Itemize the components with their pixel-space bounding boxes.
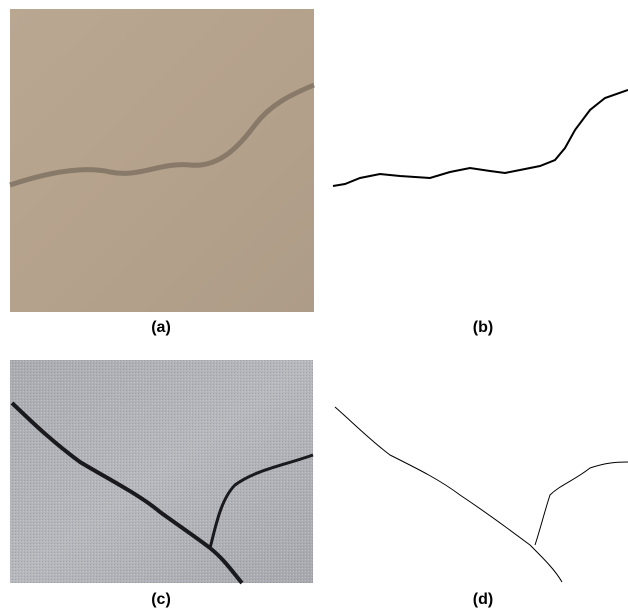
page: (a) (b) (c) (d) (() => { const data = JS… [0, 0, 628, 608]
panel-b: (b) [333, 90, 628, 336]
figure: (a) (b) (c) (d) [0, 0, 628, 608]
panel-c: (c) [10, 360, 313, 608]
panel-label: (c) [151, 591, 171, 608]
crack-map [335, 407, 562, 582]
crack-map-branch [535, 462, 628, 545]
photo [10, 9, 314, 312]
panel-d: (d) [335, 407, 628, 608]
panel-a: (a) [10, 9, 314, 336]
panel-label: (a) [151, 319, 171, 336]
photo-texture [10, 360, 313, 583]
crack-map [333, 90, 628, 186]
panel-label: (d) [473, 591, 493, 608]
panel-label: (b) [473, 319, 493, 336]
